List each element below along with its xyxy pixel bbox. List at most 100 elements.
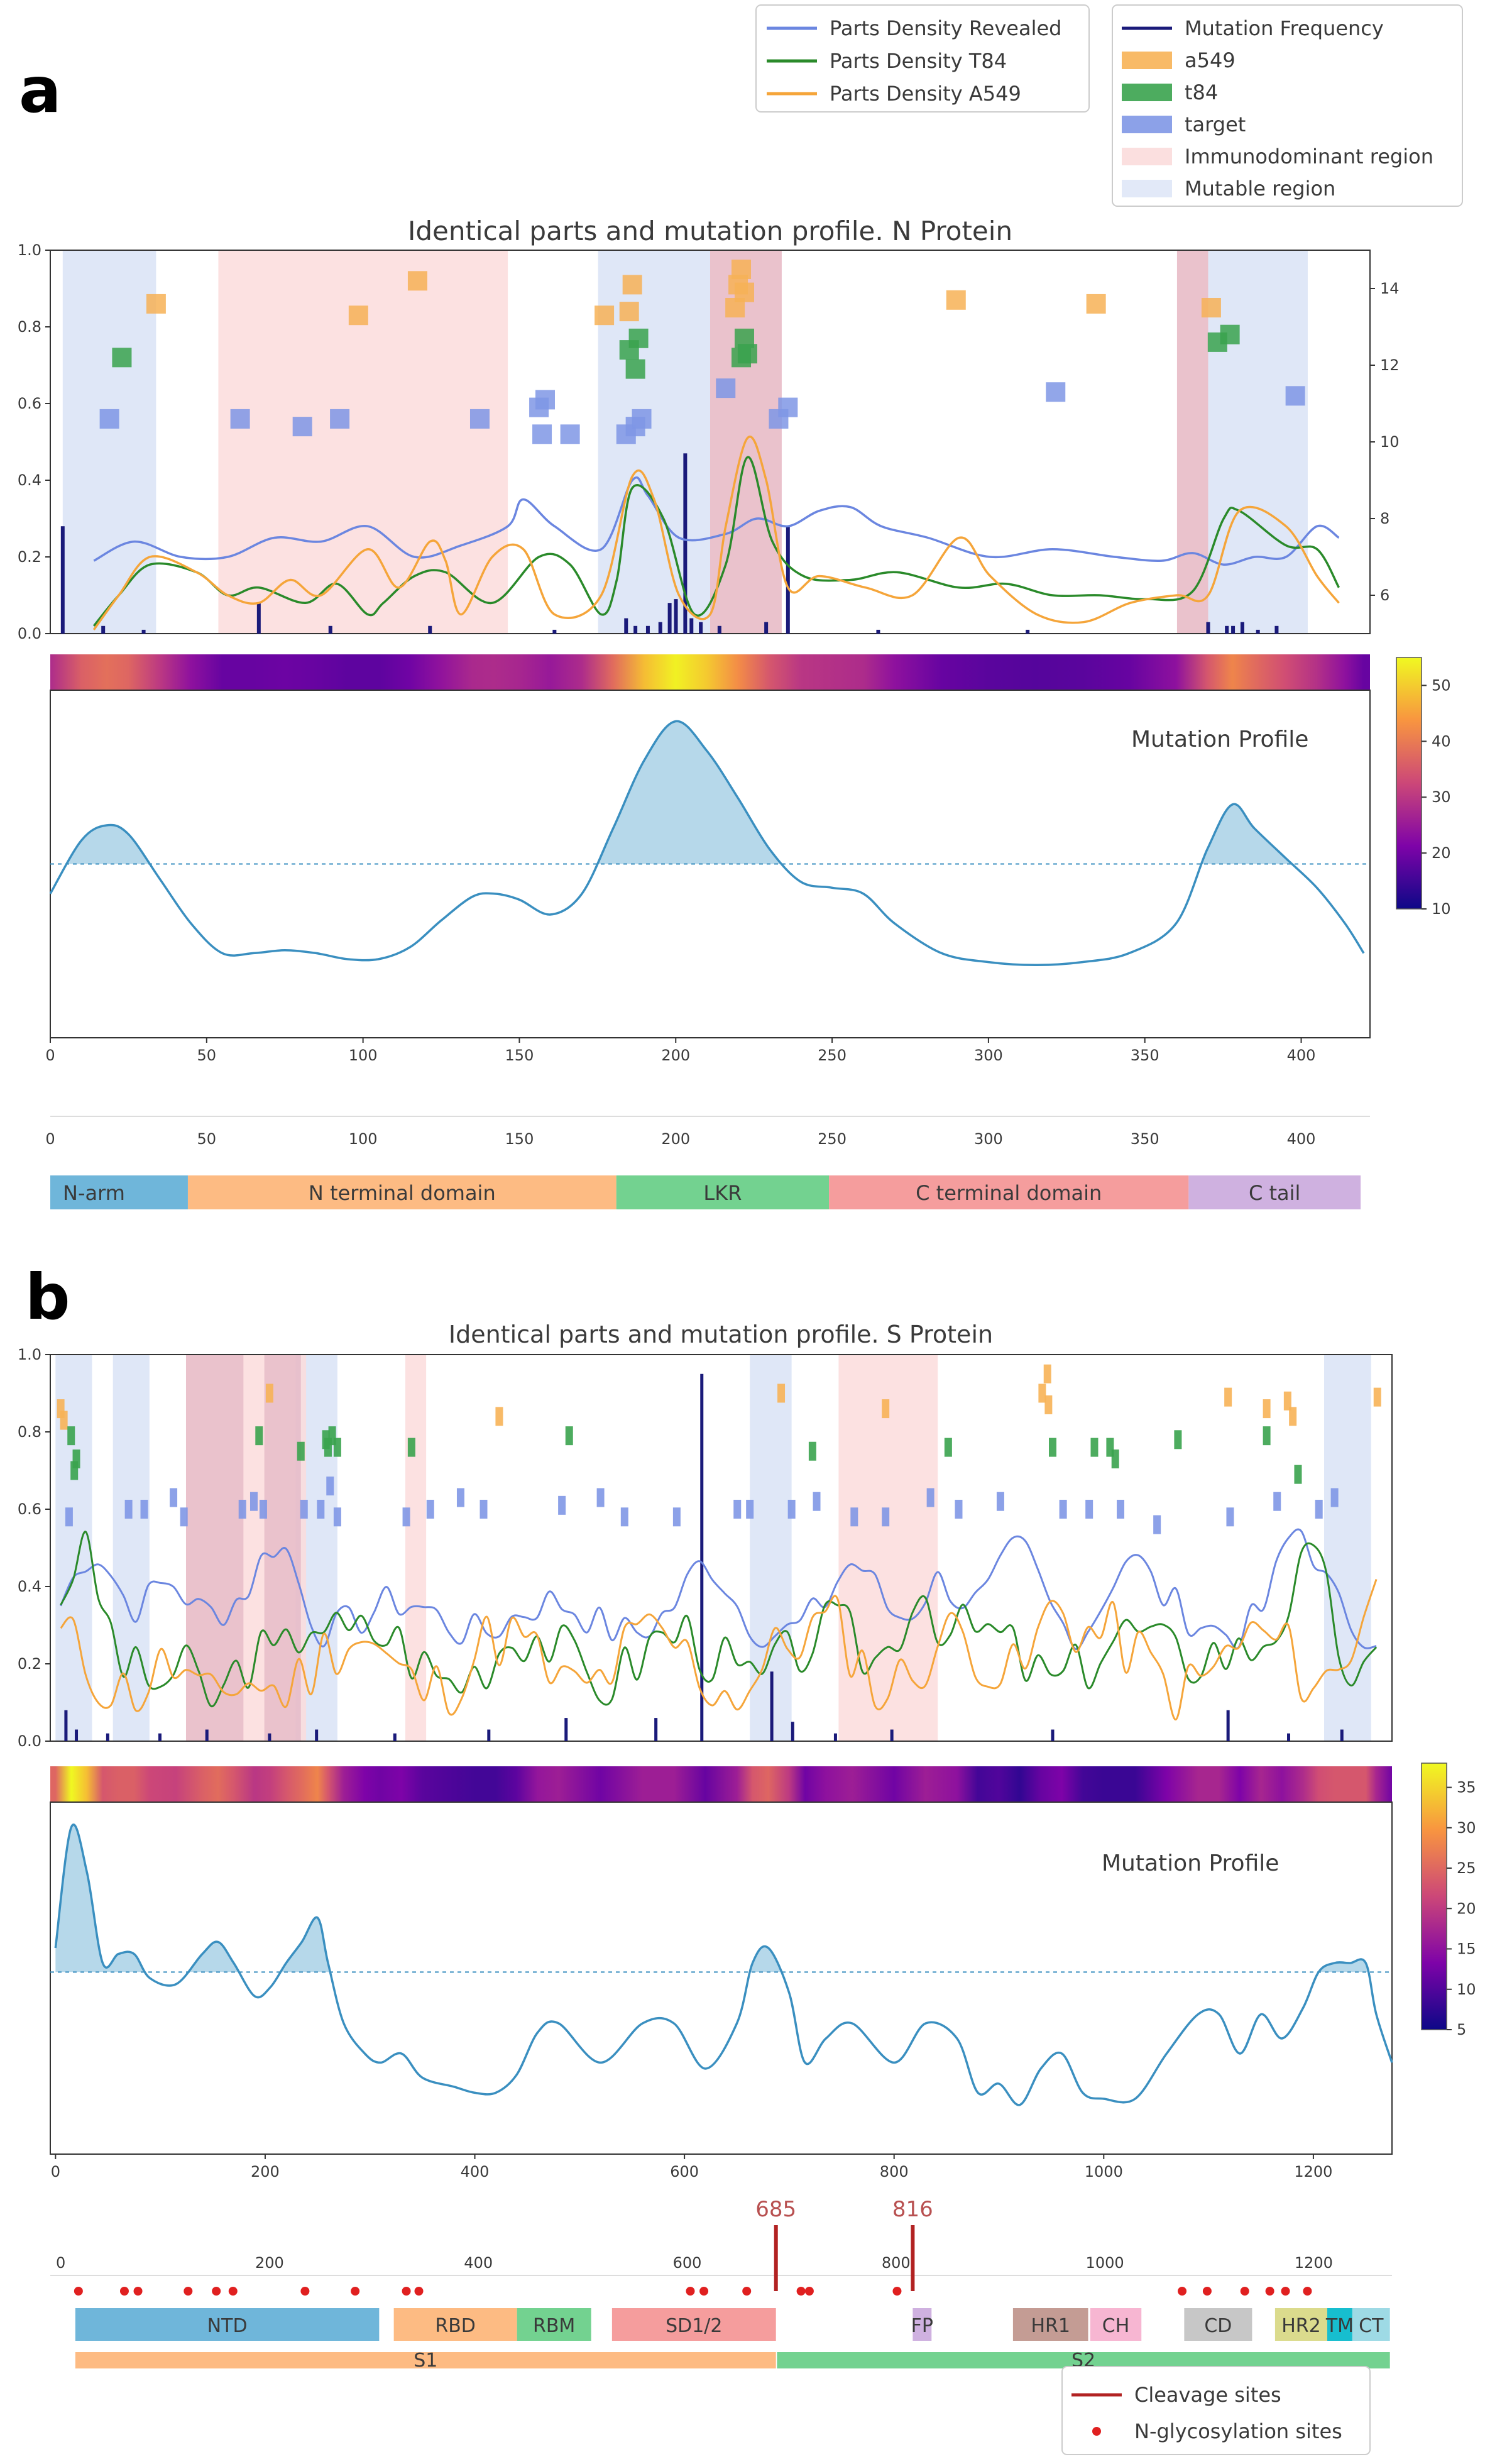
part-markers (99, 260, 1305, 444)
mutable-region (1324, 1355, 1371, 1741)
colorbar-tick-label: 35 (1457, 1779, 1476, 1796)
glycosylation-site (402, 2287, 411, 2296)
mutable-region (1208, 250, 1308, 634)
mutation-frequency-bars (64, 1373, 1344, 1741)
glycosylation-site (804, 2287, 814, 2296)
plot-frame (50, 1354, 1393, 1742)
chart-title: Identical parts and mutation profile. S … (449, 1321, 993, 1348)
panel-label-a: a (19, 53, 61, 127)
domain-segment (1188, 1175, 1361, 1209)
profile-label: Mutation Profile (1131, 727, 1308, 752)
y2-tick-label: 14 (1380, 280, 1400, 297)
y-tick-label: 0.4 (18, 471, 41, 489)
target-marker (124, 1500, 133, 1519)
a549-marker (1043, 1364, 1051, 1383)
mutation-frequency-bar (1231, 625, 1236, 634)
y2-tick-label: 10 (1380, 433, 1400, 451)
mutation-frequency-bar (428, 625, 432, 634)
t84-marker (1220, 324, 1240, 344)
domain-label: N-arm (63, 1181, 125, 1205)
n-protein-density-chart: Identical parts and mutation profile. N … (18, 216, 1400, 642)
target-marker (733, 1500, 742, 1519)
legend-label: a549 (1185, 48, 1236, 72)
colorbar: 5 10 15 20 25 30 35 (1421, 1763, 1476, 2038)
a549-marker (1038, 1383, 1046, 1403)
t84-marker (628, 328, 649, 348)
y-tick-label: 0.2 (18, 548, 41, 566)
glycosylation-site (686, 2287, 695, 2296)
target-marker (620, 1507, 628, 1527)
target-marker (850, 1507, 858, 1527)
legend-label: Mutable region (1185, 177, 1335, 201)
legend-label: N-glycosylation sites (1134, 2419, 1342, 2443)
domain-label: C tail (1249, 1181, 1300, 1205)
mutation-frequency-bar (770, 1671, 774, 1741)
colorbar-tick-label: 50 (1432, 676, 1451, 694)
target-marker (330, 409, 350, 429)
target-marker (249, 1492, 258, 1511)
y2-tick-label: 6 (1380, 586, 1389, 604)
colorbar-tick-label: 30 (1457, 1819, 1476, 1837)
x-tick-label: 0 (45, 1047, 55, 1064)
mutation-frequency-bar (393, 1733, 397, 1741)
a549-marker (60, 1411, 68, 1430)
mutation-frequency-bar (315, 1729, 319, 1741)
mutation-frequency-bar (1226, 1710, 1230, 1741)
a549-marker (619, 302, 639, 322)
mutation-frequency-bar (833, 1733, 837, 1741)
mutation-frequency-bar (674, 599, 678, 634)
t84-marker (1294, 1465, 1302, 1484)
y-axis: 0.0 0.2 0.4 0.6 0.8 1.0 (18, 241, 50, 642)
glycosylation-site (1281, 2287, 1290, 2296)
target-marker (300, 1500, 308, 1519)
target-marker (1117, 1500, 1125, 1519)
domain-label: RBD (435, 2315, 476, 2337)
target-marker (996, 1492, 1004, 1511)
target-marker (1315, 1500, 1323, 1519)
x-tick-label: 800 (880, 2163, 909, 2181)
legend-line-label: Parts Density T84 (830, 49, 1007, 73)
a549-marker (946, 290, 966, 310)
n-mutation-profile: Mutation Profile 0 50 100 150 200 250 300 350 40… (45, 690, 1371, 1064)
glycosylation-site (1303, 2287, 1312, 2296)
t84-marker (112, 348, 132, 368)
glycosylation-site (212, 2287, 221, 2296)
target-marker (180, 1507, 188, 1527)
a549-marker (407, 271, 427, 291)
a549-marker (734, 282, 754, 302)
a549-marker (882, 1399, 890, 1419)
glycosylation-site (300, 2287, 310, 2296)
y2-tick-label: 8 (1380, 510, 1389, 527)
target-marker (230, 409, 250, 429)
s-protein-domains: 0 200 400 600 800 1000 1200 685 816 NTD RBD RBM SD… (50, 2197, 1392, 2372)
domain-label: C terminal domain (916, 1181, 1102, 1205)
domain-segment (829, 1175, 1189, 1209)
y-tick-label: 0.8 (18, 318, 41, 336)
domain-label: SD1/2 (666, 2315, 722, 2337)
y-tick-label: 0.0 (18, 625, 41, 642)
target-marker (456, 1488, 464, 1507)
target-marker (326, 1477, 334, 1496)
profile-line (54, 1823, 1393, 2106)
domain-axis-tick-label: 350 (1131, 1130, 1159, 1148)
y-tick-label: 0.2 (18, 1655, 41, 1673)
t84-marker (1263, 1426, 1271, 1446)
x-tick-label: 200 (661, 1047, 690, 1064)
target-marker (479, 1500, 488, 1519)
mutable-region (112, 1355, 150, 1741)
domain-segment (1184, 2308, 1252, 2341)
y-tick-label: 0.4 (18, 1578, 41, 1595)
target-marker (596, 1488, 605, 1507)
mutation-frequency-bar (256, 603, 261, 634)
t84-marker (1174, 1430, 1182, 1449)
domain-segment (1012, 2308, 1088, 2341)
a549-marker (1289, 1407, 1297, 1426)
domain-label: NTD (207, 2315, 248, 2337)
mutation-frequency-bar (75, 1729, 79, 1741)
colorbar-tick-label: 25 (1457, 1859, 1476, 1877)
a549-marker (622, 275, 642, 295)
target-marker (1285, 386, 1305, 406)
target-marker (746, 1500, 754, 1519)
target-marker (317, 1500, 325, 1519)
